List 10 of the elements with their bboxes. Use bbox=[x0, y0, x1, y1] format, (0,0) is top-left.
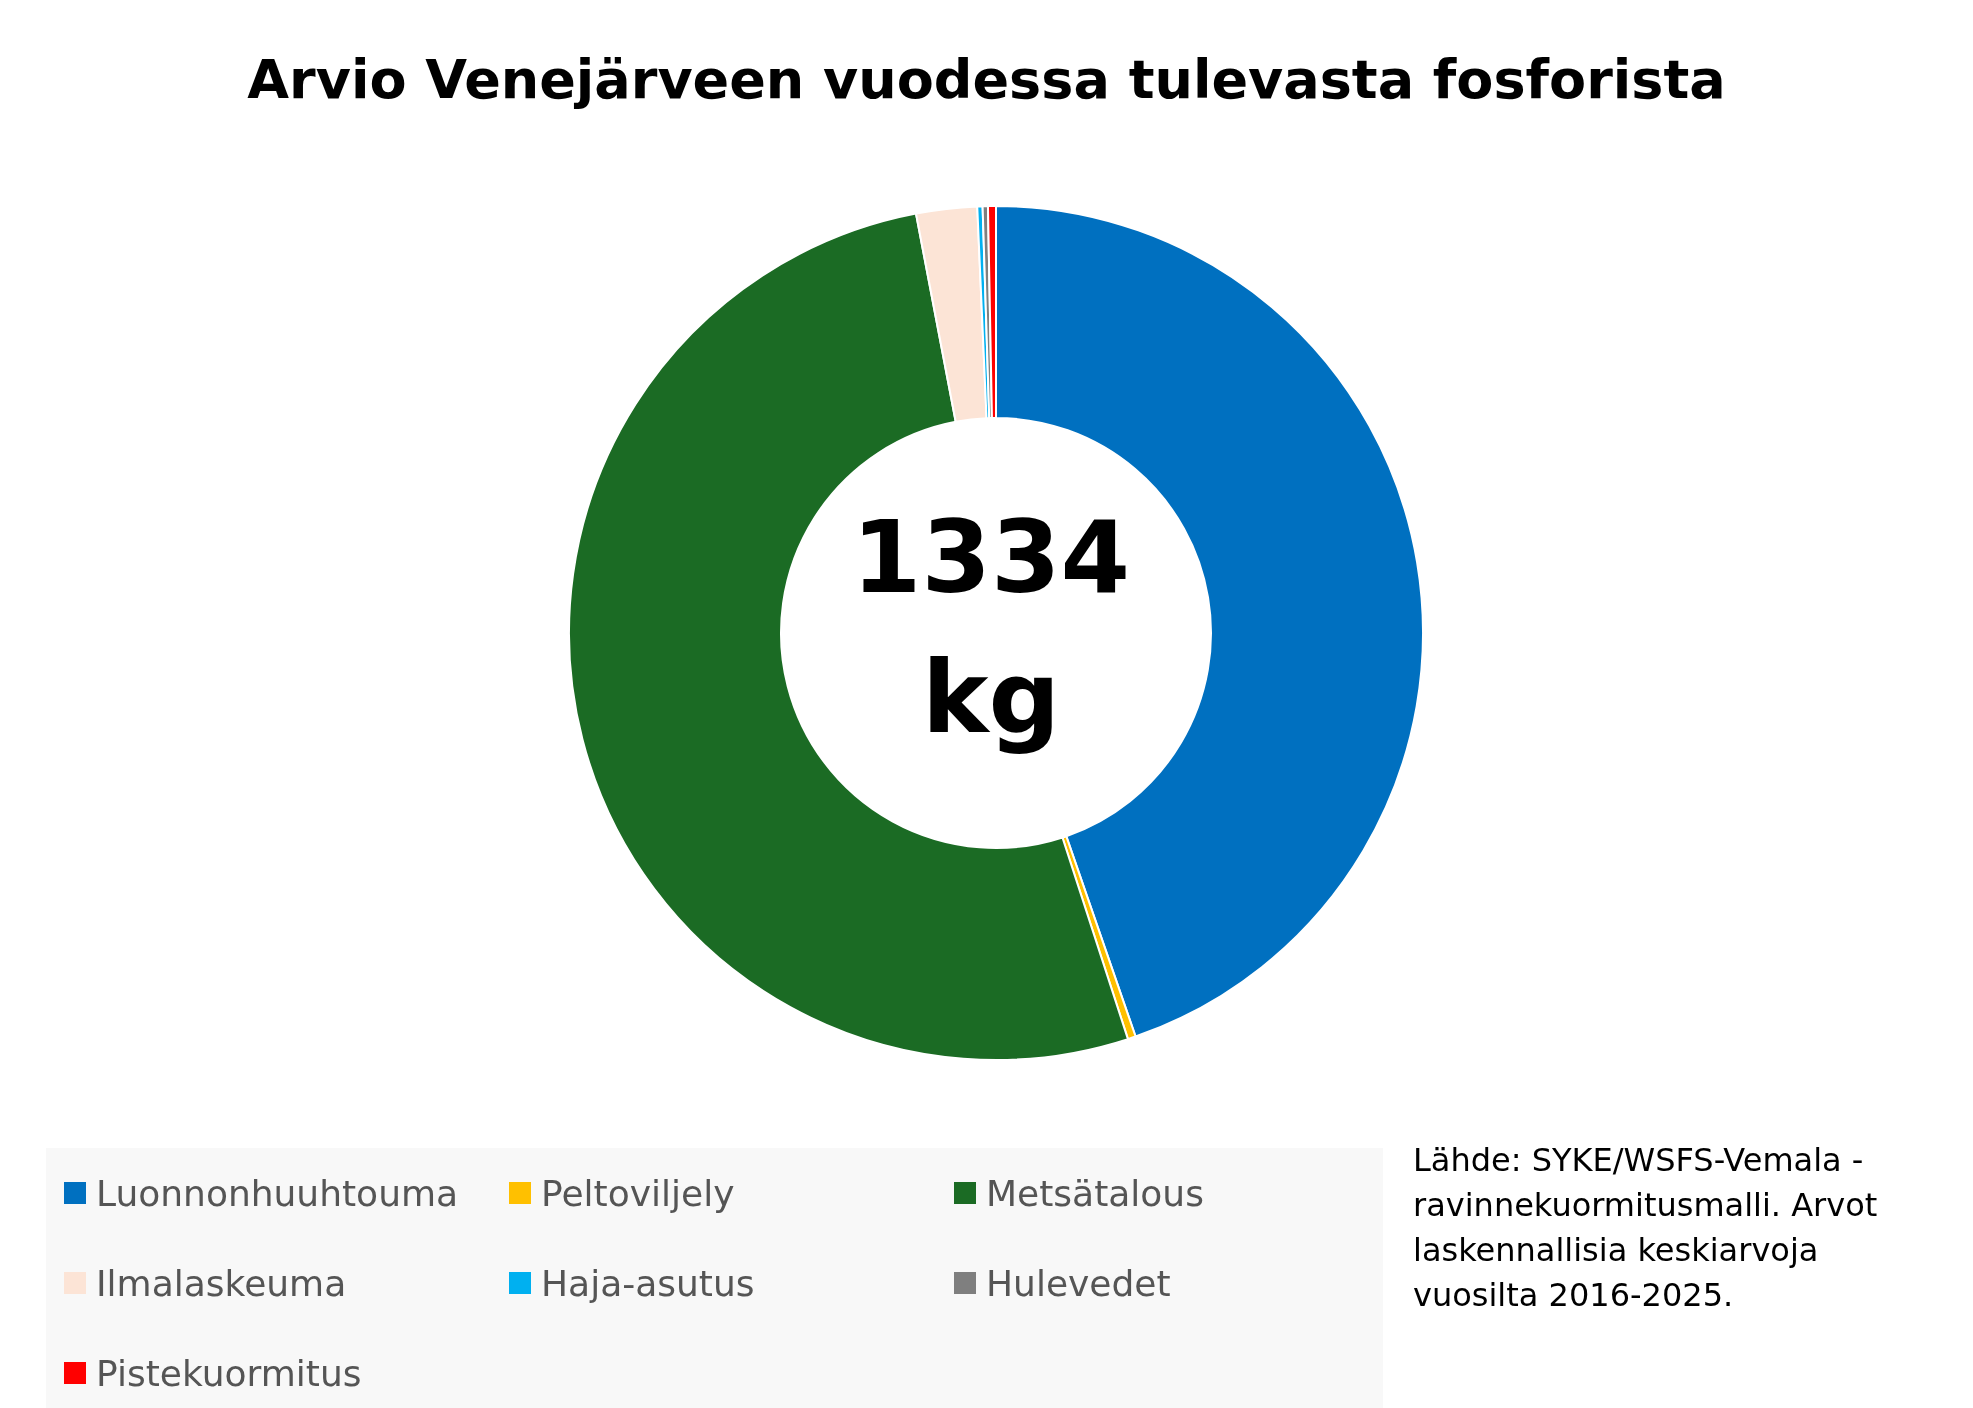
legend-label: Ilmalaskeuma bbox=[96, 1262, 347, 1304]
text: Lähde: SYKE/WSFS-Vemala -ravinnekuormitusmalli. Arvot laskennallisia keskiarvoja vuosilta 2016-2025. bbox=[1413, 1140, 1879, 1316]
chart-title: Arvio Venejärveen vuodessa tulevasta fosforista bbox=[246, 48, 1727, 111]
legend-label: Metsätalous bbox=[986, 1172, 1204, 1214]
legend-label: Hulevedet bbox=[986, 1262, 1171, 1304]
legend-label: Luonnonhuuhtouma bbox=[96, 1172, 459, 1214]
legend-label: Pistekuormitus bbox=[96, 1352, 362, 1394]
text: 1334 kg bbox=[850, 498, 1132, 758]
legend-label: Haja-asutus bbox=[541, 1262, 755, 1304]
legend-label: Peltoviljely bbox=[541, 1172, 735, 1214]
